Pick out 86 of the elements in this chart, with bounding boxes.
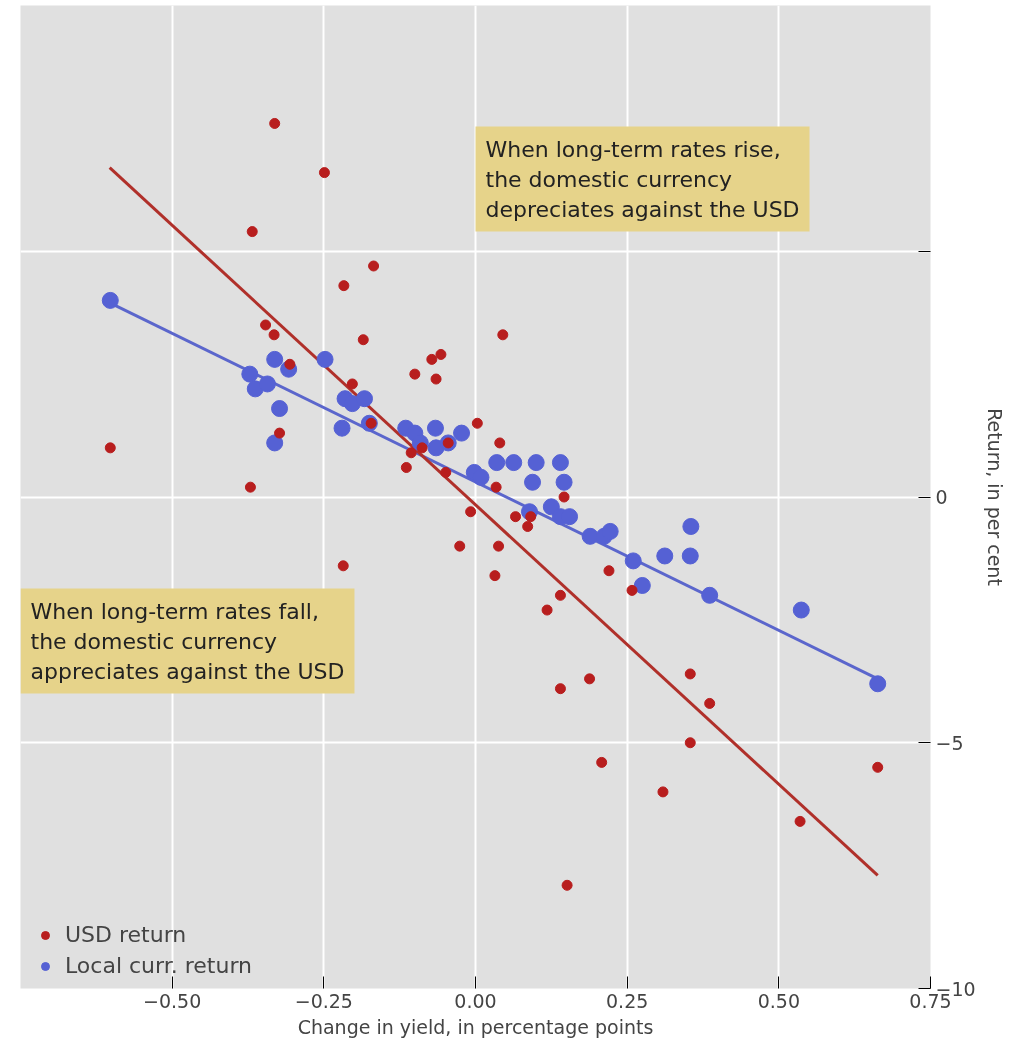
- point: [584, 673, 596, 685]
- point: [493, 540, 505, 552]
- point: [368, 260, 380, 272]
- point: [337, 560, 349, 572]
- x-tick-label: 0.25: [606, 989, 649, 1012]
- x-axis-title: Change in yield, in percentage points: [297, 1015, 654, 1038]
- x-tick-label: −0.50: [143, 989, 202, 1012]
- point: [271, 400, 289, 418]
- point: [524, 473, 542, 491]
- point: [426, 353, 438, 365]
- point: [527, 454, 545, 472]
- point: [260, 319, 272, 331]
- point: [357, 334, 369, 346]
- point: [244, 481, 256, 493]
- point: [472, 468, 490, 486]
- point: [596, 756, 608, 768]
- point: [274, 427, 286, 439]
- point: [430, 373, 442, 385]
- point: [554, 589, 566, 601]
- point: [269, 117, 281, 129]
- point: [246, 226, 258, 238]
- point: [505, 454, 523, 472]
- point: [490, 481, 502, 493]
- point: [266, 434, 284, 452]
- point: [333, 419, 351, 437]
- point: [510, 511, 522, 523]
- legend-label: USD return: [65, 922, 187, 947]
- point: [488, 454, 506, 472]
- point: [551, 454, 569, 472]
- x-tick-label: 0.00: [454, 989, 497, 1012]
- point: [869, 675, 887, 693]
- point: [497, 329, 509, 341]
- point: [104, 442, 116, 454]
- point: [558, 491, 570, 503]
- point: [266, 350, 284, 368]
- point: [701, 586, 719, 604]
- point: [409, 368, 421, 380]
- point: [704, 697, 716, 709]
- point: [522, 521, 534, 532]
- point: [426, 419, 444, 437]
- point: [794, 815, 806, 827]
- point: [601, 522, 619, 540]
- point: [792, 601, 810, 619]
- point: [633, 576, 651, 594]
- point: [435, 348, 447, 360]
- point: [541, 604, 553, 616]
- point: [465, 506, 477, 518]
- point: [561, 879, 573, 891]
- annotation: When long-term rates rise, the domestic currency depreciates against the USD: [485, 136, 800, 222]
- point: [682, 518, 700, 535]
- point: [555, 473, 573, 491]
- y-tick-label: 0: [935, 486, 948, 508]
- point: [624, 552, 642, 570]
- point: [603, 565, 615, 577]
- y-tick-label: −5: [935, 731, 964, 754]
- point: [355, 390, 373, 408]
- point: [453, 424, 471, 442]
- x-tick-label: −0.25: [294, 989, 353, 1012]
- point: [346, 378, 358, 390]
- point: [258, 375, 276, 393]
- point: [581, 527, 599, 545]
- point: [338, 280, 350, 292]
- x-tick-label: 0.50: [757, 989, 800, 1012]
- point: [489, 570, 501, 582]
- point: [101, 291, 119, 309]
- y-axis-title: Return, in per cent: [983, 408, 1006, 586]
- point: [684, 668, 696, 680]
- point: [681, 547, 699, 565]
- point: [684, 737, 696, 749]
- point: [656, 547, 674, 565]
- point: [268, 329, 280, 341]
- point: [316, 350, 334, 368]
- point: [405, 447, 417, 459]
- point: [454, 540, 466, 552]
- legend-label: Local curr. return: [65, 953, 252, 978]
- point: [241, 365, 259, 383]
- point: [872, 761, 884, 773]
- point: [471, 417, 483, 429]
- annotation: When long-term rates fall, the domestic currency appreciates against the USD: [30, 598, 345, 684]
- point: [494, 437, 506, 449]
- point: [657, 786, 669, 798]
- point: [400, 462, 412, 473]
- point: [626, 584, 638, 596]
- point: [554, 683, 566, 695]
- point: [318, 167, 330, 179]
- point: [440, 466, 452, 478]
